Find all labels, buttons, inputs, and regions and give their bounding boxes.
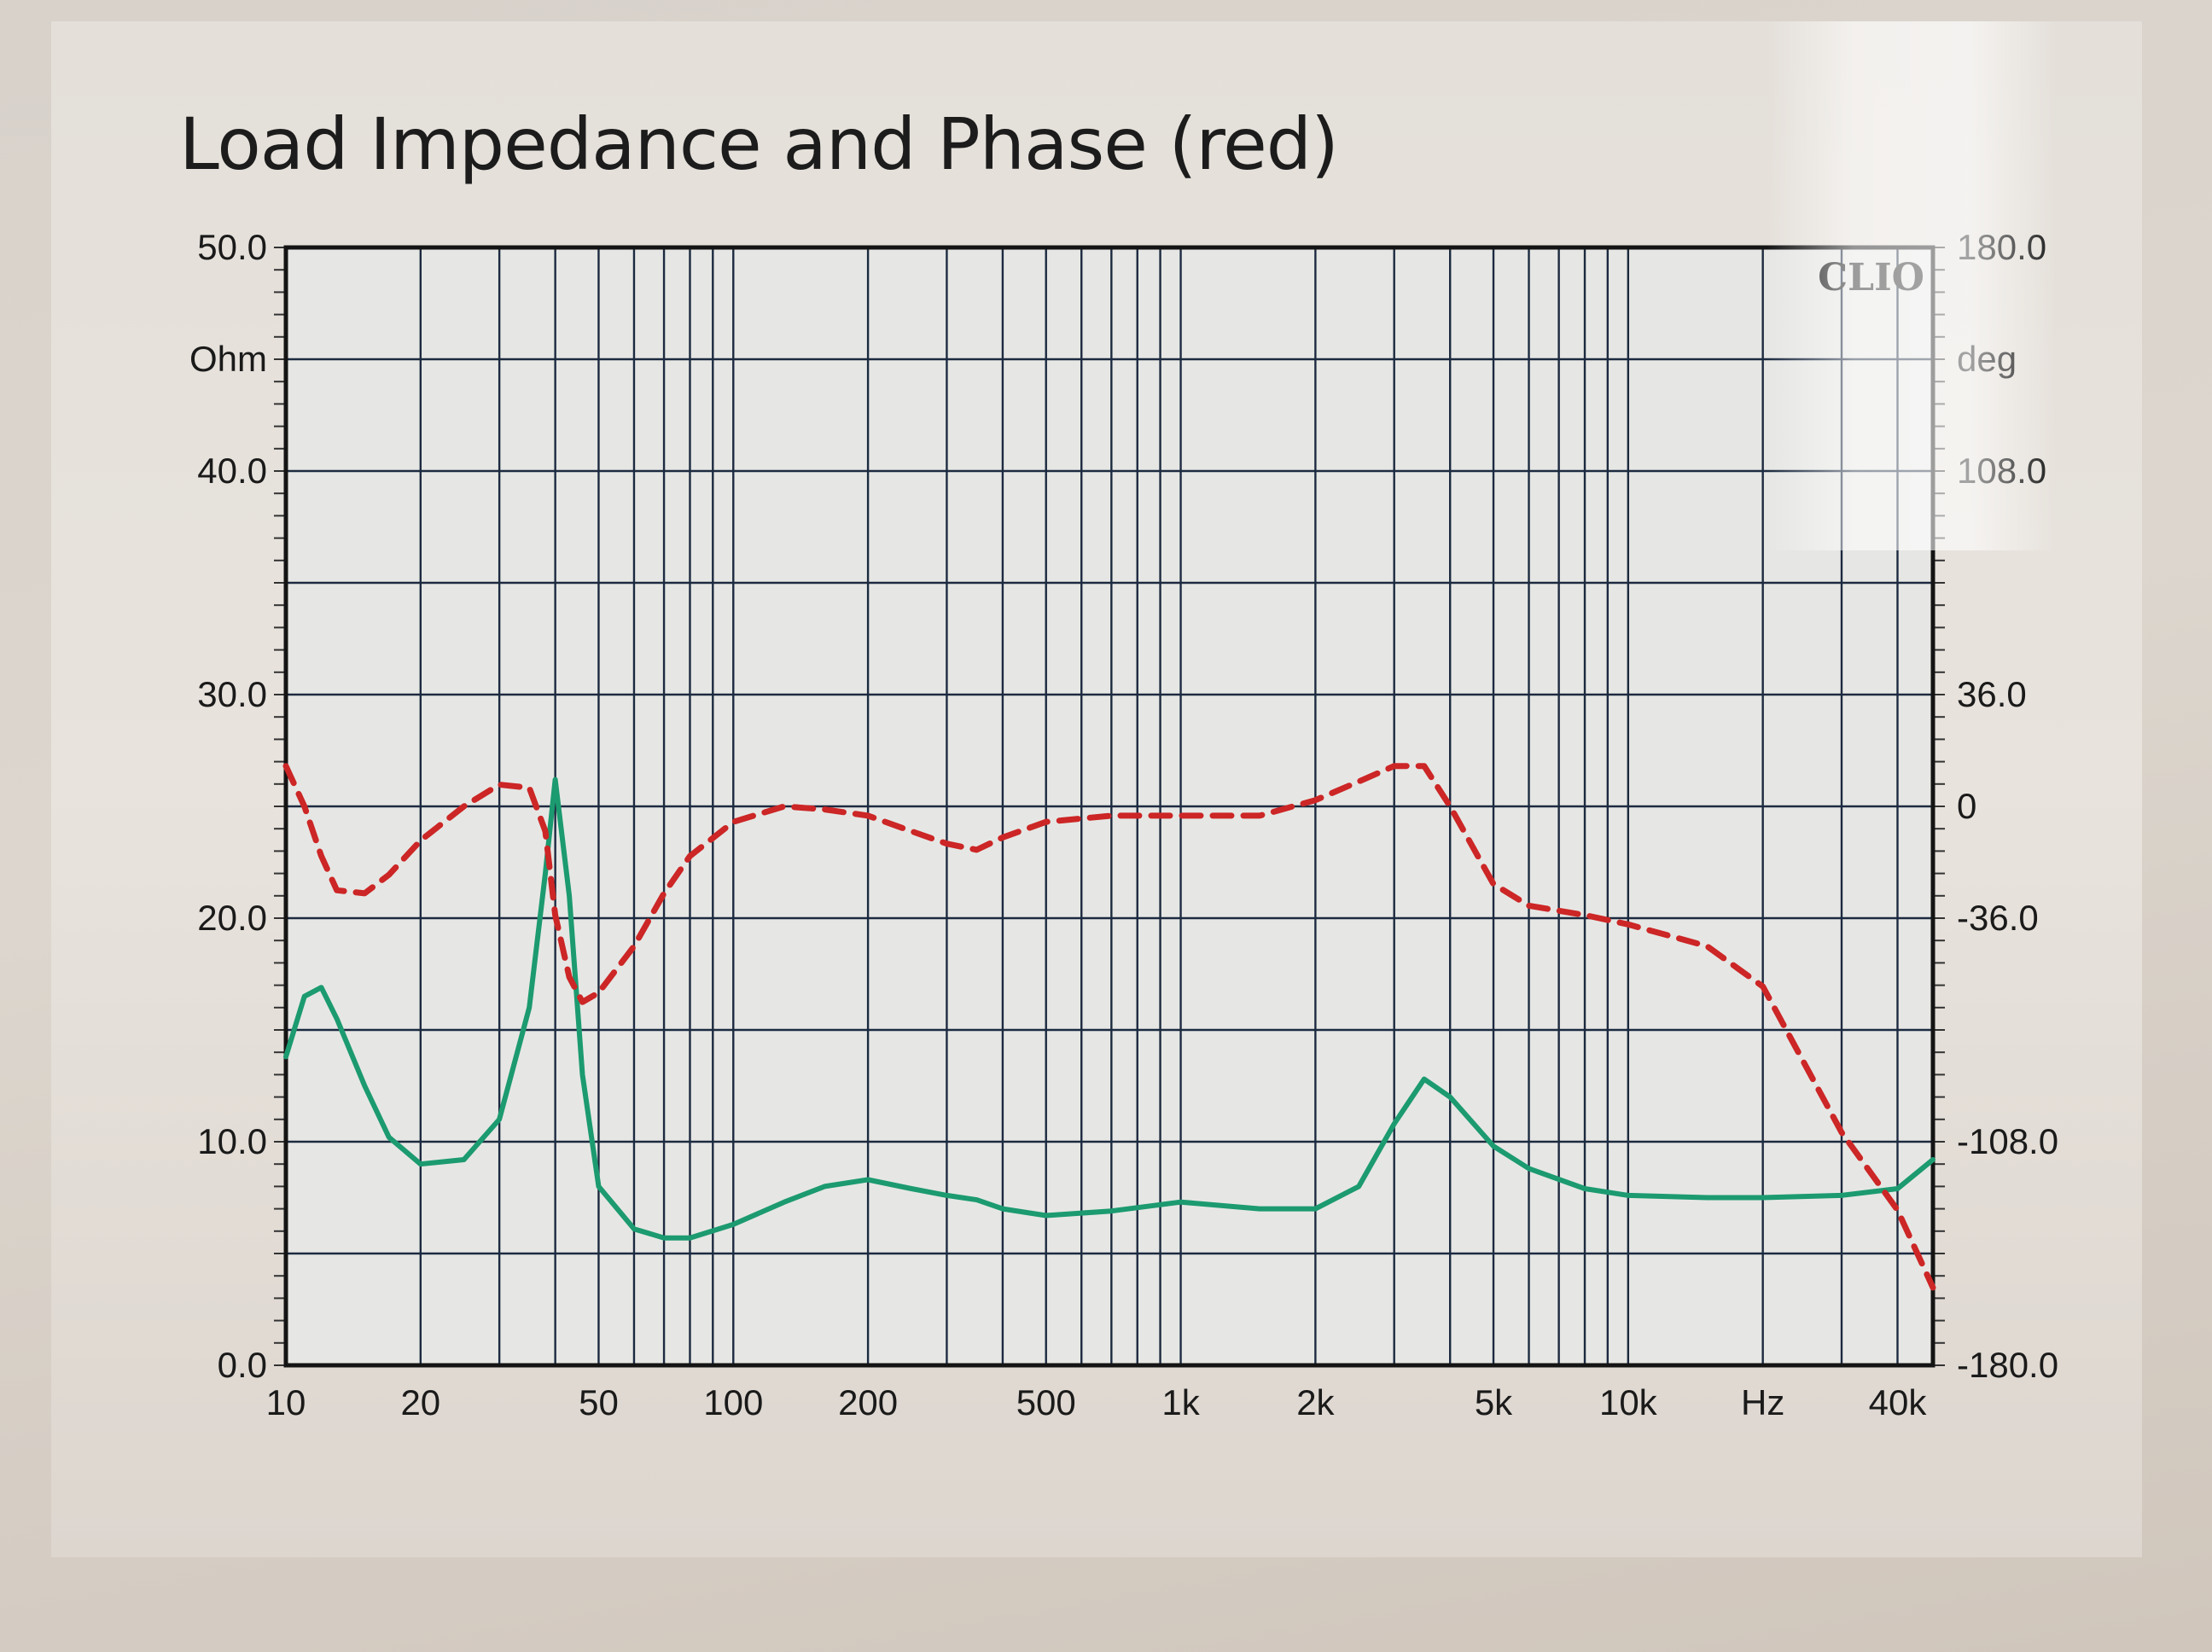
x-axis-tick-label: 10k <box>1599 1382 1658 1422</box>
clio-brand-label: CLIO <box>1818 256 1924 300</box>
left-axis-unit: Ohm <box>189 339 267 379</box>
chart-title: Load Impedance and Phase (red) <box>179 102 1339 186</box>
right-axis-unit: deg <box>1957 339 2017 379</box>
right-axis-tick-label: -36.0 <box>1957 898 2039 938</box>
impedance-series-line <box>283 777 1936 1241</box>
impedance-phase-chart: 0.0 10.0 20.0 30.0 40.0 50.0 Ohm 180.0 108.0 36.0… <box>189 227 2058 1422</box>
left-axis-tick-label: 10.0 <box>197 1121 267 1161</box>
x-axis-tick-label: Hz <box>1741 1382 1784 1422</box>
plot-frame <box>283 245 1936 1368</box>
right-axis-tick-label: 36.0 <box>1957 674 2027 714</box>
left-axis-tick-label: 40.0 <box>197 451 267 491</box>
x-axis-tick-label: 200 <box>838 1382 898 1422</box>
left-axis-tick-label: 0.0 <box>218 1345 267 1385</box>
x-axis-tick-label: 20 <box>400 1382 440 1422</box>
x-axis-tick-label: 2k <box>1296 1382 1335 1422</box>
right-axis-tick-label: -180.0 <box>1957 1345 2058 1385</box>
x-axis-tick-label: 1k <box>1161 1382 1200 1422</box>
screen-page: Load Impedance and Phase (red) 0.0 10.0 20… <box>51 21 2142 1557</box>
left-axis-tick-label: 50.0 <box>197 227 267 267</box>
x-axis-tick-label: 50 <box>579 1382 619 1422</box>
x-axis-tick-label: 10 <box>266 1382 306 1422</box>
right-axis-tick-label: -108.0 <box>1957 1121 2058 1161</box>
phase-series-line <box>282 763 1936 1291</box>
left-axis-tick-label: 20.0 <box>197 898 267 938</box>
right-axis-tick-label: 180.0 <box>1957 227 2046 267</box>
x-axis-tick-label: 5k <box>1475 1382 1513 1422</box>
x-axis-tick-label: 500 <box>1016 1382 1076 1422</box>
left-axis-tick-label: 30.0 <box>197 674 267 714</box>
right-axis-tick-label: 108.0 <box>1957 451 2046 491</box>
x-axis-tick-label: 40k <box>1869 1382 1928 1422</box>
x-axis-tick-label: 100 <box>703 1382 763 1422</box>
right-axis-tick-label: 0 <box>1957 786 1976 826</box>
